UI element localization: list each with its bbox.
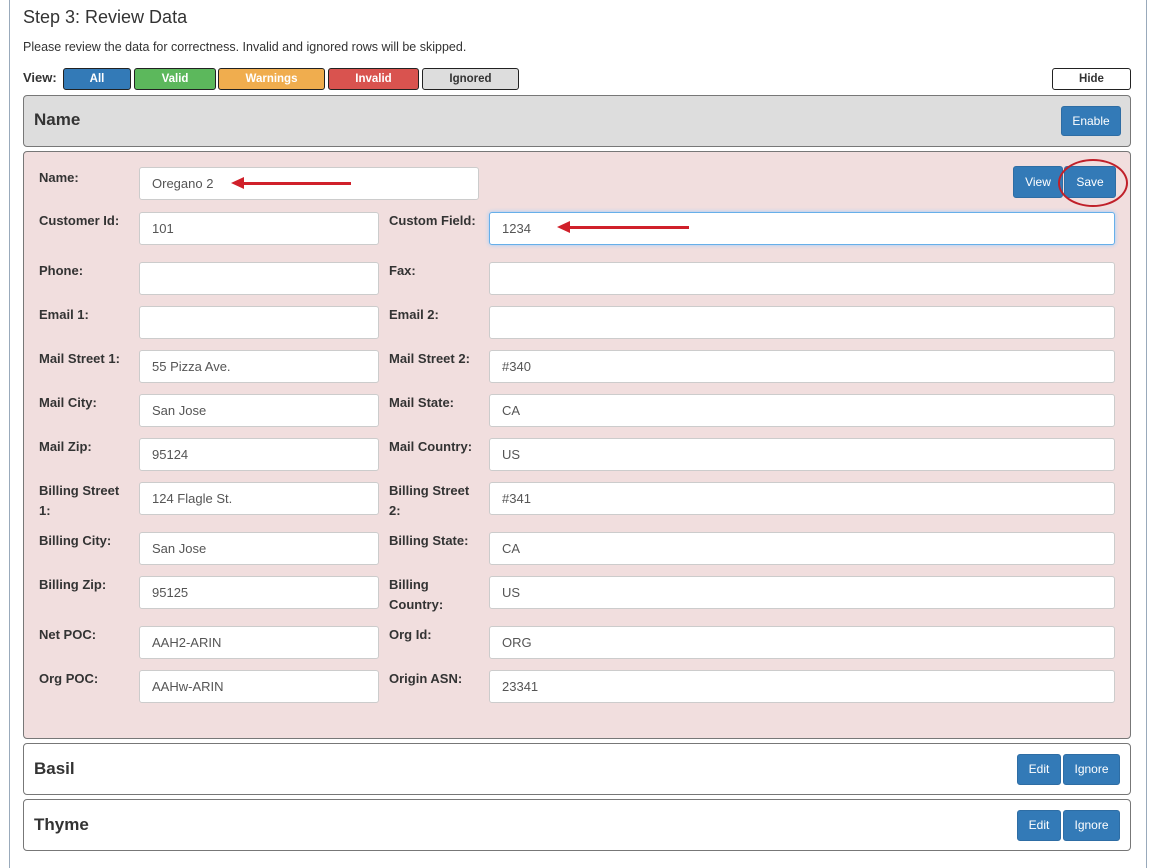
page-title: Step 3: Review Data (23, 7, 188, 27)
field-label: Billing Street 1: (39, 483, 120, 518)
field-input[interactable]: US (489, 576, 1115, 609)
field-label: Billing State: (389, 533, 469, 548)
field-input[interactable] (489, 306, 1115, 339)
ignore-button[interactable]: Ignore (1063, 754, 1120, 785)
field-input[interactable]: ORG (489, 626, 1115, 659)
field-input[interactable] (489, 262, 1115, 295)
filter-all-button[interactable]: All (63, 68, 131, 90)
field-label: Billing Country: (389, 577, 444, 612)
field-label: Customer Id: (39, 213, 120, 228)
hide-button[interactable]: Hide (1052, 68, 1131, 90)
field-label: Billing Zip: (39, 577, 107, 592)
field-input[interactable]: 101 (139, 212, 379, 245)
field-input[interactable]: AAHw-ARIN (139, 670, 379, 703)
header-panel: Name Enable (23, 95, 1131, 147)
field-label: Mail City: (39, 395, 97, 410)
save-highlight-circle (1058, 159, 1128, 207)
field-input[interactable]: AAH2-ARIN (139, 626, 379, 659)
record-panel: Basil Edit Ignore (23, 743, 1131, 795)
field-label: Billing Street 2: (389, 483, 470, 518)
field-input[interactable]: 95124 (139, 438, 379, 471)
field-label: Mail Zip: (39, 439, 92, 454)
filter-ignored-button[interactable]: Ignored (422, 68, 519, 90)
field-label: Mail State: (389, 395, 455, 410)
field-input[interactable] (139, 306, 379, 339)
field-label: Mail Street 2: (389, 351, 470, 366)
field-label: Email 2: (389, 307, 439, 322)
edit-button[interactable]: Edit (1017, 810, 1061, 841)
filter-warnings-button[interactable]: Warnings (218, 68, 325, 90)
field-input[interactable]: CA (489, 532, 1115, 565)
field-label: Org Id: (389, 627, 432, 642)
field-input[interactable]: San Jose (139, 394, 379, 427)
ignore-button[interactable]: Ignore (1063, 810, 1120, 841)
field-label: Fax: (389, 263, 416, 278)
edit-record-panel: View Save Name: Oregano 2 Customer Id: 10… (23, 151, 1131, 739)
arrow-annotation (557, 221, 689, 233)
field-input[interactable]: 55 Pizza Ave. (139, 350, 379, 383)
field-input[interactable]: 23341 (489, 670, 1115, 703)
field-label: Email 1: (39, 307, 89, 322)
field-input[interactable]: San Jose (139, 532, 379, 565)
edit-button[interactable]: Edit (1017, 754, 1061, 785)
field-input[interactable] (139, 262, 379, 295)
enable-button[interactable]: Enable (1061, 106, 1121, 136)
name-label: Name: (39, 170, 79, 185)
field-label: Net POC: (39, 627, 97, 642)
field-label: Phone: (39, 263, 84, 278)
page-frame (9, 0, 1147, 868)
header-panel-title: Name (34, 110, 81, 129)
field-input[interactable]: #340 (489, 350, 1115, 383)
field-label: Mail Country: (389, 439, 473, 454)
field-input[interactable]: #341 (489, 482, 1115, 515)
field-label: Billing City: (39, 533, 112, 548)
field-input[interactable]: 124 Flagle St. (139, 482, 379, 515)
view-label: View: (23, 70, 57, 85)
field-label: Custom Field: (389, 213, 476, 228)
field-input[interactable]: 95125 (139, 576, 379, 609)
record-title: Thyme (34, 815, 89, 834)
field-label: Origin ASN: (389, 671, 463, 686)
name-input[interactable]: Oregano 2 (139, 167, 479, 200)
view-button[interactable]: View (1013, 166, 1063, 198)
field-label: Mail Street 1: (39, 351, 120, 366)
field-label: Org POC: (39, 671, 99, 686)
filter-valid-button[interactable]: Valid (134, 68, 216, 90)
description: Please review the data for correctness. … (23, 40, 467, 54)
field-input[interactable]: CA (489, 394, 1115, 427)
arrow-annotation (231, 177, 351, 189)
record-panel: Thyme Edit Ignore (23, 799, 1131, 851)
filter-invalid-button[interactable]: Invalid (328, 68, 419, 90)
record-title: Basil (34, 759, 75, 778)
field-input[interactable]: US (489, 438, 1115, 471)
